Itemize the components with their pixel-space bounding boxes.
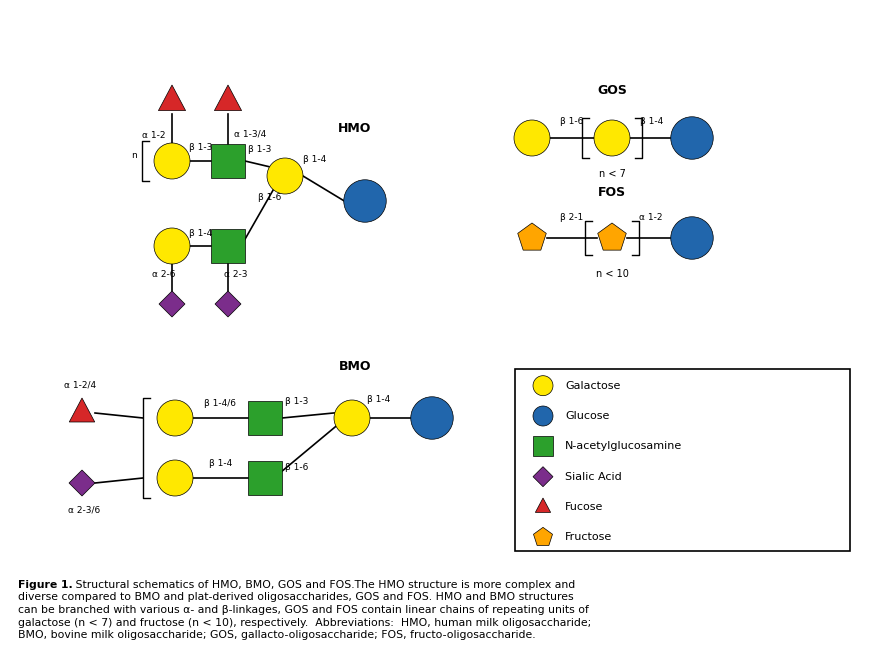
- Polygon shape: [69, 470, 95, 496]
- Text: β 1-3: β 1-3: [248, 144, 272, 154]
- FancyBboxPatch shape: [248, 401, 282, 435]
- Polygon shape: [215, 291, 241, 317]
- Polygon shape: [69, 398, 95, 422]
- Text: β 1-6: β 1-6: [561, 117, 583, 127]
- Text: α 1-2/4: α 1-2/4: [64, 380, 96, 390]
- Polygon shape: [597, 223, 626, 250]
- Text: Figure 1.: Figure 1.: [18, 580, 73, 590]
- Polygon shape: [533, 527, 553, 545]
- Circle shape: [514, 120, 550, 156]
- Circle shape: [267, 158, 303, 194]
- Polygon shape: [215, 85, 242, 111]
- FancyBboxPatch shape: [211, 229, 245, 263]
- Text: n < 10: n < 10: [596, 269, 628, 279]
- FancyBboxPatch shape: [248, 461, 282, 495]
- Text: BMO: BMO: [339, 359, 371, 373]
- Text: β 1-4: β 1-4: [367, 396, 391, 405]
- Text: Galactose: Galactose: [565, 380, 620, 391]
- Text: α 1-2: α 1-2: [639, 213, 662, 222]
- Text: β 1-3: β 1-3: [189, 144, 212, 152]
- Text: Structural schematics of HMO, BMO, GOS and FOS.The HMO structure is more complex: Structural schematics of HMO, BMO, GOS a…: [72, 580, 576, 590]
- Text: α 2-6: α 2-6: [152, 270, 176, 279]
- Text: β 1-4: β 1-4: [640, 117, 664, 127]
- Text: β 1-3: β 1-3: [286, 398, 308, 407]
- Text: galactose (n < 7) and fructose (n < 10), respectively.  Abbreviations:  HMO, hum: galactose (n < 7) and fructose (n < 10),…: [18, 617, 591, 628]
- Circle shape: [157, 400, 193, 436]
- Text: α 2-3/6: α 2-3/6: [67, 506, 100, 514]
- Text: β 1-4: β 1-4: [303, 155, 327, 163]
- Polygon shape: [159, 291, 185, 317]
- Text: Fucose: Fucose: [565, 502, 604, 512]
- Text: β 1-6: β 1-6: [286, 464, 308, 472]
- Text: HMO: HMO: [338, 121, 371, 134]
- Circle shape: [334, 400, 370, 436]
- Circle shape: [671, 216, 713, 259]
- Text: Fructose: Fructose: [565, 533, 612, 543]
- Circle shape: [671, 117, 713, 159]
- Text: β 1-4: β 1-4: [208, 459, 232, 468]
- Polygon shape: [159, 85, 186, 111]
- Text: β 1-4/6: β 1-4/6: [204, 400, 237, 409]
- Text: β 2-1: β 2-1: [561, 213, 583, 222]
- Circle shape: [533, 376, 553, 396]
- Text: can be branched with various α- and β-linkages, GOS and FOS contain linear chain: can be branched with various α- and β-li…: [18, 605, 589, 615]
- Polygon shape: [535, 498, 551, 512]
- Text: α 1-3/4: α 1-3/4: [234, 129, 266, 138]
- Text: β 1-4: β 1-4: [189, 228, 212, 237]
- FancyBboxPatch shape: [211, 144, 245, 178]
- Text: N-acetylglucosamine: N-acetylglucosamine: [565, 441, 682, 451]
- Text: Sialic Acid: Sialic Acid: [565, 472, 622, 482]
- Text: α 2-3: α 2-3: [224, 270, 248, 279]
- Polygon shape: [518, 223, 547, 250]
- Circle shape: [154, 143, 190, 179]
- FancyBboxPatch shape: [533, 436, 553, 457]
- Text: GOS: GOS: [597, 85, 627, 98]
- Circle shape: [411, 397, 453, 440]
- Circle shape: [533, 406, 553, 426]
- Text: β 1-6: β 1-6: [258, 194, 282, 203]
- Text: n: n: [131, 152, 137, 161]
- Text: Glucose: Glucose: [565, 411, 610, 421]
- Text: n < 7: n < 7: [598, 169, 625, 179]
- FancyBboxPatch shape: [515, 369, 850, 551]
- Circle shape: [157, 460, 193, 496]
- Text: BMO, bovine milk oligosaccharide; GOS, gallacto-oligosaccharide; FOS, fructo-oli: BMO, bovine milk oligosaccharide; GOS, g…: [18, 630, 535, 640]
- Circle shape: [343, 180, 386, 222]
- Text: FOS: FOS: [598, 186, 626, 199]
- Text: diverse compared to BMO and plat-derived oligosaccharides, GOS and FOS. HMO and : diverse compared to BMO and plat-derived…: [18, 592, 574, 602]
- Text: α 1-2: α 1-2: [142, 131, 166, 140]
- Circle shape: [154, 228, 190, 264]
- Circle shape: [594, 120, 630, 156]
- Polygon shape: [533, 466, 553, 487]
